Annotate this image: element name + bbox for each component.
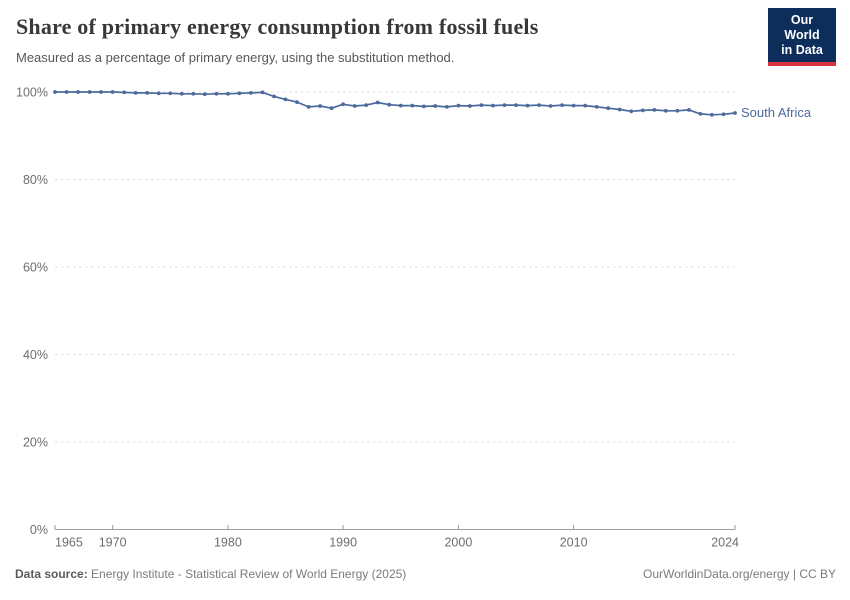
- x-tick-label: 1980: [214, 536, 242, 550]
- x-tick-label: 1970: [99, 536, 127, 550]
- data-point-1979[interactable]: [214, 91, 219, 96]
- data-point-1999[interactable]: [445, 105, 449, 109]
- y-tick-label: 40%: [23, 348, 48, 362]
- data-point-1995[interactable]: [398, 103, 403, 108]
- x-tick-label: 1990: [329, 536, 357, 550]
- data-source-text: Energy Institute - Statistical Review of…: [91, 567, 407, 581]
- data-point-1973[interactable]: [145, 91, 150, 95]
- data-source-note: Data source: Energy Institute - Statisti…: [15, 567, 406, 581]
- data-point-1981[interactable]: [237, 91, 242, 96]
- data-point-2015[interactable]: [629, 109, 634, 114]
- data-point-2012[interactable]: [594, 105, 599, 109]
- data-point-1983[interactable]: [260, 90, 265, 95]
- chart-footer: Data source: Energy Institute - Statisti…: [15, 567, 836, 581]
- data-point-2002[interactable]: [479, 103, 484, 107]
- data-point-1968[interactable]: [87, 90, 92, 94]
- data-point-1994[interactable]: [387, 102, 392, 107]
- data-point-2010[interactable]: [571, 103, 576, 108]
- data-point-1974[interactable]: [156, 91, 161, 96]
- series-line-south-africa[interactable]: [54, 91, 736, 116]
- data-source-label: Data source:: [15, 567, 88, 581]
- data-point-2007[interactable]: [537, 103, 541, 107]
- data-point-1975[interactable]: [168, 91, 173, 96]
- series-label[interactable]: South Africa: [741, 105, 812, 120]
- data-point-2003[interactable]: [491, 103, 495, 108]
- data-point-2011[interactable]: [583, 103, 588, 108]
- data-point-2020[interactable]: [687, 108, 691, 112]
- data-point-1972[interactable]: [133, 91, 138, 95]
- data-point-2001[interactable]: [468, 104, 472, 108]
- data-point-2016[interactable]: [640, 108, 645, 113]
- data-point-1993[interactable]: [375, 100, 380, 105]
- data-point-1982[interactable]: [249, 91, 253, 95]
- owid-logo[interactable]: Our World in Data: [768, 8, 836, 66]
- data-point-1977[interactable]: [191, 91, 196, 96]
- y-tick-label: 100%: [16, 86, 48, 100]
- data-point-2000[interactable]: [456, 103, 461, 108]
- data-point-1971[interactable]: [122, 90, 127, 95]
- data-point-1965[interactable]: [53, 90, 57, 94]
- data-point-1990[interactable]: [341, 102, 345, 107]
- x-tick-label: 2010: [560, 536, 588, 550]
- data-point-2018[interactable]: [663, 108, 668, 113]
- y-tick-label: 80%: [23, 173, 48, 187]
- data-point-2023[interactable]: [721, 112, 726, 117]
- data-point-2017[interactable]: [652, 108, 657, 112]
- data-point-2009[interactable]: [560, 103, 564, 107]
- data-point-1987[interactable]: [306, 105, 311, 109]
- data-point-1986[interactable]: [295, 100, 299, 104]
- license-link[interactable]: OurWorldinData.org/energy | CC BY: [643, 567, 836, 581]
- data-point-2006[interactable]: [525, 103, 530, 108]
- data-point-1976[interactable]: [179, 91, 184, 96]
- y-tick-label: 20%: [23, 436, 48, 450]
- data-point-2005[interactable]: [514, 103, 518, 107]
- data-point-1998[interactable]: [433, 104, 438, 108]
- y-tick-label: 0%: [30, 523, 48, 537]
- data-point-2022[interactable]: [710, 112, 714, 117]
- data-point-1980[interactable]: [226, 91, 230, 96]
- data-point-2019[interactable]: [675, 108, 680, 113]
- data-point-1989[interactable]: [329, 106, 334, 111]
- data-point-1970[interactable]: [110, 90, 115, 94]
- data-point-1985[interactable]: [283, 97, 288, 102]
- data-point-1991[interactable]: [352, 104, 357, 108]
- data-point-2008[interactable]: [548, 104, 553, 108]
- data-point-1966[interactable]: [64, 90, 69, 94]
- data-point-2014[interactable]: [617, 107, 622, 112]
- data-point-2024[interactable]: [733, 111, 737, 115]
- data-point-2013[interactable]: [606, 106, 611, 111]
- data-point-1967[interactable]: [76, 90, 80, 94]
- data-point-1984[interactable]: [272, 94, 276, 99]
- data-point-1969[interactable]: [99, 90, 103, 94]
- owid-logo-line1: Our World: [784, 13, 820, 42]
- data-point-1997[interactable]: [421, 104, 426, 109]
- x-tick-label: 2024: [711, 536, 739, 550]
- data-point-2004[interactable]: [502, 103, 507, 107]
- data-point-1988[interactable]: [318, 104, 322, 108]
- page-title: Share of primary energy consumption from…: [16, 14, 539, 39]
- data-point-1996[interactable]: [410, 103, 415, 108]
- chart-subtitle: Measured as a percentage of primary ener…: [16, 50, 455, 65]
- owid-logo-line2: in Data: [781, 43, 823, 57]
- x-tick-label: 2000: [444, 536, 472, 550]
- data-point-1978[interactable]: [202, 92, 207, 97]
- data-point-2021[interactable]: [698, 112, 703, 116]
- y-tick-label: 60%: [23, 261, 48, 275]
- x-tick-label: 1965: [55, 536, 83, 550]
- data-point-1992[interactable]: [364, 103, 369, 107]
